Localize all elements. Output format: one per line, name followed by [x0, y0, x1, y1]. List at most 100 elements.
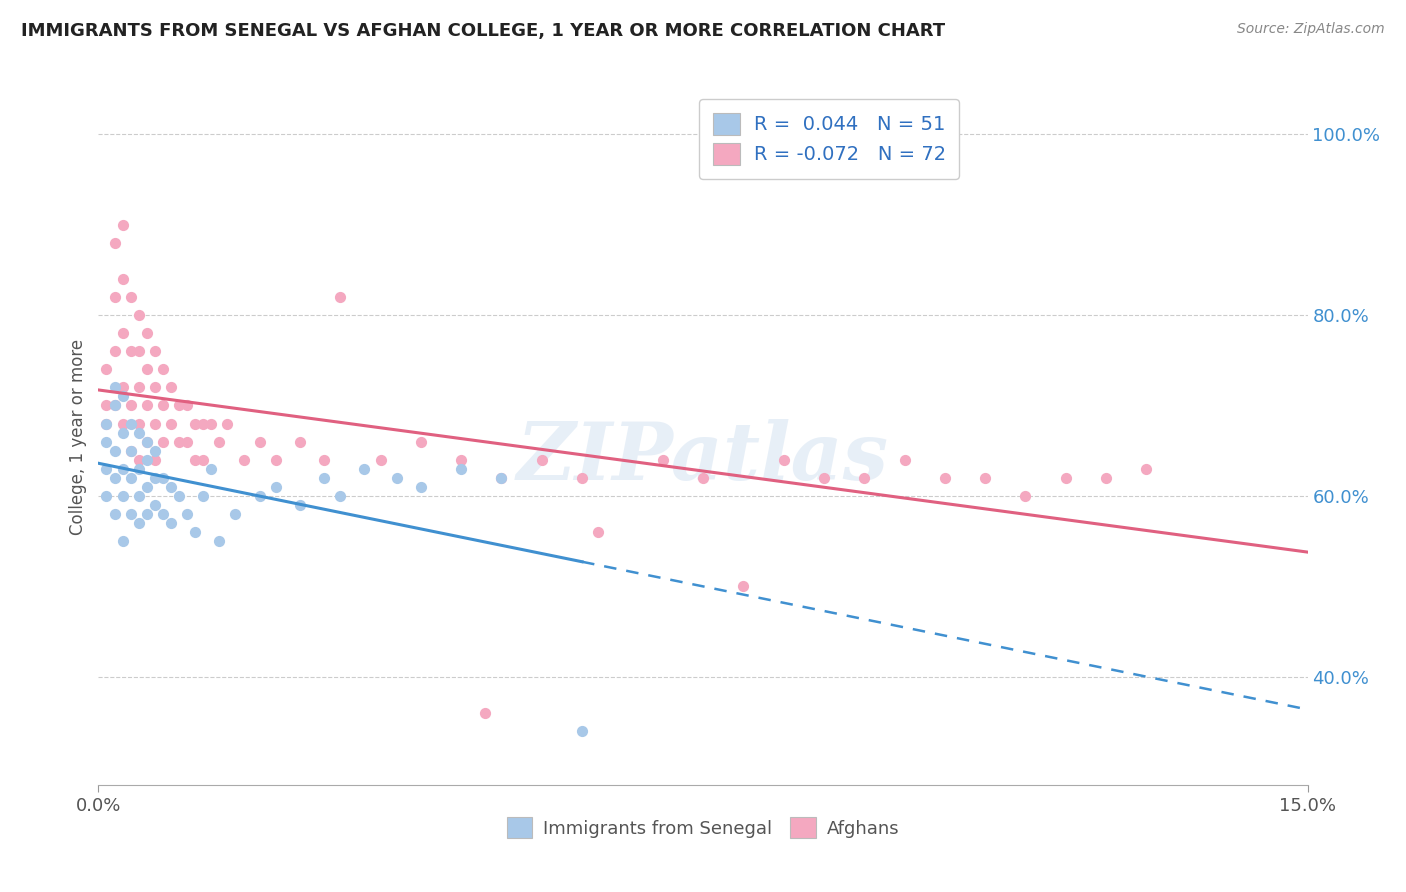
Point	[135, 362, 157, 376]
Point	[135, 480, 157, 494]
Point	[208, 533, 231, 548]
Point	[152, 362, 174, 376]
Point	[1014, 489, 1036, 503]
Point	[934, 471, 956, 485]
Point	[128, 308, 150, 322]
Point	[143, 344, 166, 359]
Point	[103, 344, 125, 359]
Point	[120, 290, 142, 304]
Point	[329, 489, 352, 503]
Point	[974, 471, 997, 485]
Point	[120, 417, 142, 431]
Point	[733, 579, 755, 593]
Point	[111, 380, 134, 394]
Point	[96, 417, 118, 431]
Point	[176, 399, 198, 413]
Point	[167, 489, 190, 503]
Point	[193, 417, 215, 431]
Point	[120, 443, 142, 458]
Point	[176, 434, 198, 449]
Point	[96, 417, 118, 431]
Point	[128, 516, 150, 530]
Point	[111, 461, 134, 475]
Point	[491, 471, 513, 485]
Point	[1135, 461, 1157, 475]
Point	[128, 425, 150, 440]
Point	[176, 507, 198, 521]
Point	[152, 434, 174, 449]
Point	[1095, 471, 1118, 485]
Point	[111, 417, 134, 431]
Point	[249, 489, 271, 503]
Point	[370, 452, 392, 467]
Text: IMMIGRANTS FROM SENEGAL VS AFGHAN COLLEGE, 1 YEAR OR MORE CORRELATION CHART: IMMIGRANTS FROM SENEGAL VS AFGHAN COLLEG…	[21, 22, 945, 40]
Point	[111, 326, 134, 341]
Point	[103, 507, 125, 521]
Point	[893, 452, 915, 467]
Point	[128, 489, 150, 503]
Point	[135, 507, 157, 521]
Point	[128, 344, 150, 359]
Point	[571, 723, 593, 738]
Point	[120, 471, 142, 485]
Point	[586, 524, 609, 539]
Point	[160, 516, 183, 530]
Point	[217, 417, 239, 431]
Point	[160, 380, 183, 394]
Point	[651, 452, 673, 467]
Point	[96, 434, 118, 449]
Point	[120, 344, 142, 359]
Point	[385, 471, 408, 485]
Point	[111, 425, 134, 440]
Point	[288, 434, 311, 449]
Point	[692, 471, 714, 485]
Point	[853, 471, 876, 485]
Point	[288, 498, 311, 512]
Point	[329, 290, 352, 304]
Point	[160, 480, 183, 494]
Point	[111, 489, 134, 503]
Point	[111, 533, 134, 548]
Point	[208, 434, 231, 449]
Point	[1054, 471, 1077, 485]
Point	[232, 452, 254, 467]
Point	[200, 461, 222, 475]
Point	[152, 471, 174, 485]
Point	[143, 498, 166, 512]
Point	[143, 417, 166, 431]
Point	[152, 507, 174, 521]
Point	[143, 443, 166, 458]
Point	[264, 480, 287, 494]
Point	[96, 461, 118, 475]
Legend: Immigrants from Senegal, Afghans: Immigrants from Senegal, Afghans	[499, 810, 907, 846]
Point	[813, 471, 835, 485]
Point	[772, 452, 794, 467]
Point	[143, 380, 166, 394]
Point	[160, 417, 183, 431]
Point	[135, 399, 157, 413]
Point	[103, 443, 125, 458]
Point	[152, 399, 174, 413]
Point	[143, 471, 166, 485]
Point	[120, 507, 142, 521]
Point	[474, 706, 496, 720]
Point	[96, 489, 118, 503]
Point	[96, 399, 118, 413]
Text: Source: ZipAtlas.com: Source: ZipAtlas.com	[1237, 22, 1385, 37]
Point	[249, 434, 271, 449]
Point	[409, 434, 432, 449]
Point	[120, 443, 142, 458]
Y-axis label: College, 1 year or more: College, 1 year or more	[69, 339, 87, 535]
Point	[184, 524, 207, 539]
Point	[135, 434, 157, 449]
Point	[135, 452, 157, 467]
Point	[128, 380, 150, 394]
Text: ZIPatlas: ZIPatlas	[517, 419, 889, 497]
Point	[193, 489, 215, 503]
Point	[571, 471, 593, 485]
Point	[128, 452, 150, 467]
Point	[184, 452, 207, 467]
Point	[314, 452, 336, 467]
Point	[111, 218, 134, 232]
Point	[450, 461, 472, 475]
